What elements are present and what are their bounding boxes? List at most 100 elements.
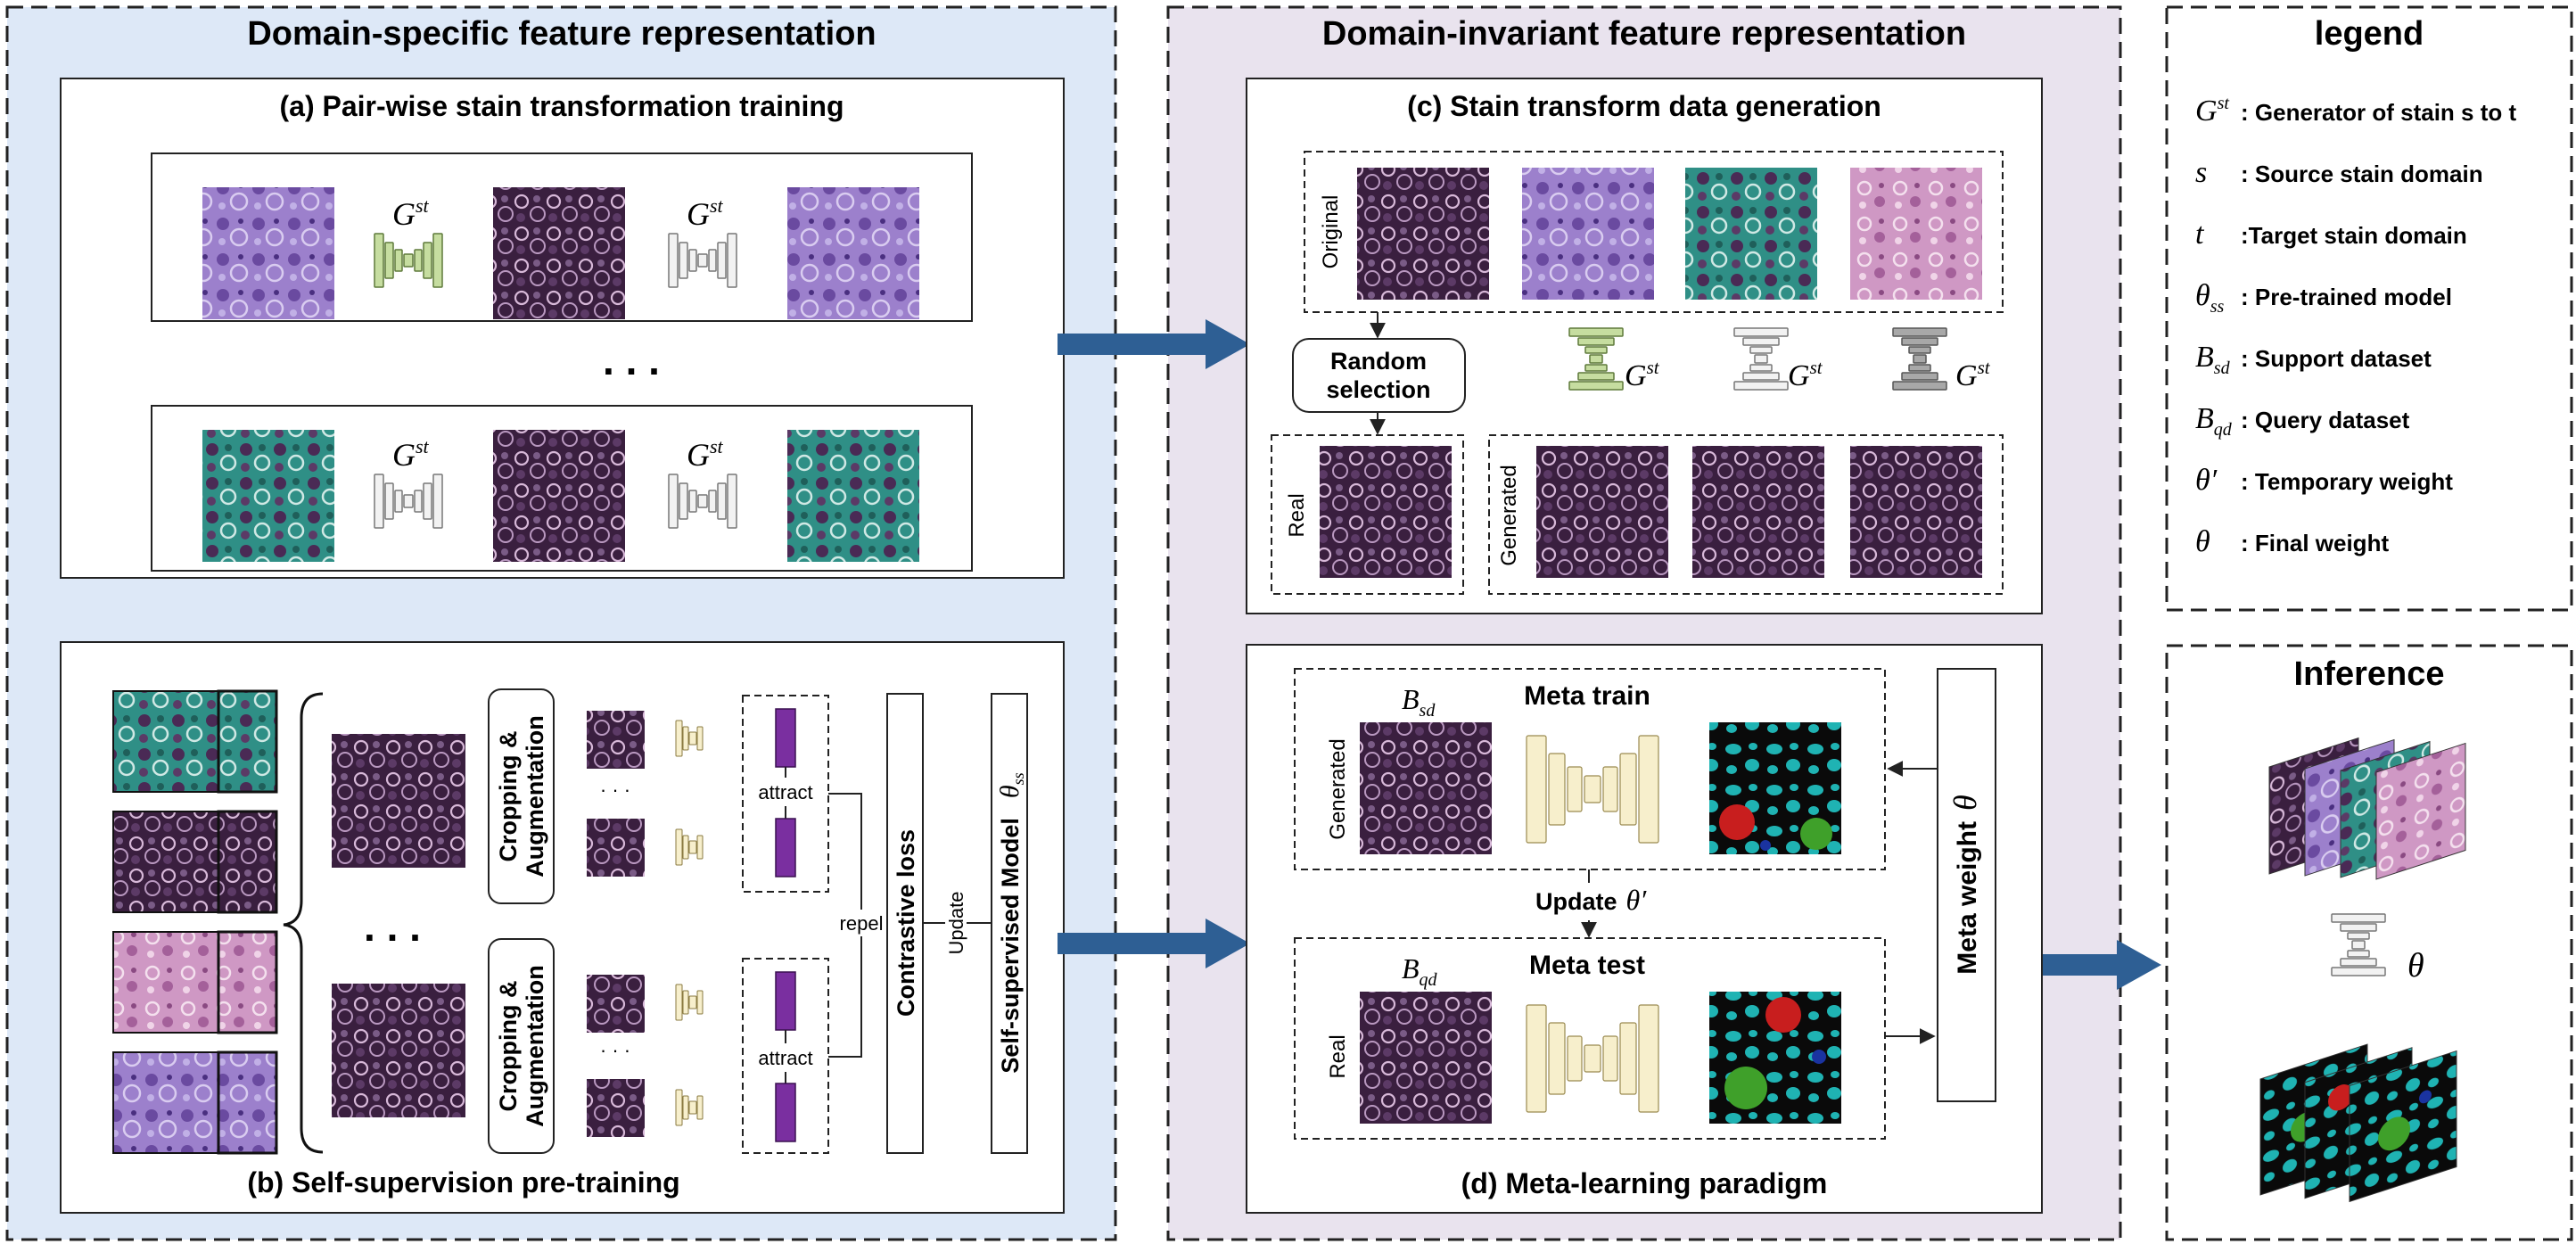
legend-symbol: θ′ [2195,464,2218,497]
original-image [1357,168,1489,300]
legend-description: : Support dataset [2241,345,2432,372]
repel-label: repel [840,912,884,935]
slide-thumbnail [112,931,277,1034]
tissue-image [202,187,334,319]
flow-arrow-to-inference [2042,940,2161,990]
flow-arrow-a-to-c [1058,319,1250,369]
generated-image [1536,446,1668,578]
legend-title: legend [2315,15,2424,53]
legend-description: : Final weight [2241,530,2389,556]
crop-augment-box [488,938,555,1154]
subpanel-d: (d) Meta-learning paradigm Bsd Meta trai… [1246,644,2043,1214]
inference-title: Inference [2294,655,2445,693]
generator-label: Gst [687,435,724,473]
flow-arrow-b-to-d [1058,919,1250,968]
ellipsis: . . . [364,903,421,950]
patch [587,975,645,1033]
crop-augment-label: Cropping &Augmentation [495,715,548,877]
subpanel-a: (a) Pair-wise stain transformation train… [60,78,1065,579]
generated-label: Generated [1497,465,1521,565]
bqd-symbol: Bqd [1402,952,1438,990]
slide-thumbnail [112,1051,277,1154]
feature-vector [775,1083,796,1142]
crop-augment-label: Cropping &Augmentation [495,965,548,1127]
contrastive-loss-label: Contrastive loss [893,829,919,1017]
attract-label: attract [758,781,812,803]
slide-thumbnail [112,811,277,913]
feature-vector [775,708,796,768]
generator-label: Gst [1955,357,1991,392]
legend-list: Gst : Generator of stain s to t s : Source … [2195,94,2516,558]
inference-content: θ [2259,737,2466,1203]
attract-label: attract [758,1047,812,1069]
meta-train-label: Meta train [1524,681,1650,711]
crop-image [332,984,465,1117]
crop-augment-box [488,688,555,904]
subpanel-c: (c) Stain transform data generation Orig… [1246,78,2043,614]
subpanel-c-title: (c) Stain transform data generation [1407,90,1881,122]
generator-label: Gst [1788,357,1823,392]
small-dots: · · · [600,1039,630,1061]
generated-label: Generated [1326,738,1350,839]
contrastive-loss-box [886,693,924,1154]
small-dots: · · · [600,779,630,801]
meta-weight-label: Meta weightθ [1947,795,1983,974]
ss-model-box [991,693,1028,1154]
inference-input-card [2375,742,2466,880]
domain-specific-title: Domain-specific feature representation [247,15,876,53]
generator-label: Gst [392,435,430,473]
random-selection-box[interactable] [1292,338,1466,413]
tissue-image [787,187,919,319]
legend-description: : Pre-trained model [2241,284,2452,310]
crop-image [332,734,465,868]
legend-symbol: Gst [2195,94,2229,128]
update-theta-prime-label: Update θ′ [1535,884,1647,916]
legend-symbol: t [2195,218,2205,251]
subpanel-b-title: (b) Self-supervision pre-training [247,1166,679,1199]
tissue-image [493,430,625,562]
real-label: Real [1326,1034,1350,1078]
generated-image [1692,446,1824,578]
tissue-image [787,430,919,562]
subpanel-d-title: (d) Meta-learning paradigm [1461,1167,1828,1199]
original-image [1685,168,1817,300]
legend-description: :Target stain domain [2241,222,2467,249]
legend-symbol: θss [2195,279,2224,317]
subpanel-a-title: (a) Pair-wise stain transformation train… [280,90,844,122]
ellipsis: . . . [603,337,660,383]
legend-panel [2165,5,2573,612]
generated-image [1850,446,1982,578]
legend-description: : Query dataset [2241,407,2410,433]
feature-vector [775,971,796,1031]
patch [587,1079,645,1137]
query-image [1360,992,1492,1124]
legend-description: : Source stain domain [2241,161,2483,187]
real-image [1320,446,1452,578]
brace [283,692,324,1154]
feature-vector [775,818,796,877]
meta-test-label: Meta test [1529,951,1645,980]
original-image [1522,168,1654,300]
tissue-image [493,187,625,319]
patch [587,711,645,769]
meta-weight-box [1937,668,1996,1102]
support-image [1360,722,1492,854]
slide-thumbnail [112,690,277,793]
legend-description: : Temporary weight [2241,468,2453,495]
patch [587,819,645,877]
legend-description: : Generator of stain s to t [2241,99,2516,126]
bsd-symbol: Bsd [1402,683,1436,721]
legend-symbol: s [2195,156,2207,189]
generator-label: Gst [687,194,724,232]
update-label: Update [945,892,967,955]
ss-model-label: Self-supervised Modelθss [995,772,1027,1073]
legend-symbol: Bqd [2195,402,2233,440]
subpanel-b: (b) Self-supervision pre-training . . . … [60,641,1065,1214]
random-selection-label: Random selection [1326,348,1430,403]
original-label: Original [1319,195,1343,269]
generator-label: Gst [1625,357,1660,392]
domain-invariant-title: Domain-invariant feature representation [1322,15,1966,53]
final-theta: θ [2407,947,2424,984]
legend-symbol: Bsd [2195,341,2231,378]
